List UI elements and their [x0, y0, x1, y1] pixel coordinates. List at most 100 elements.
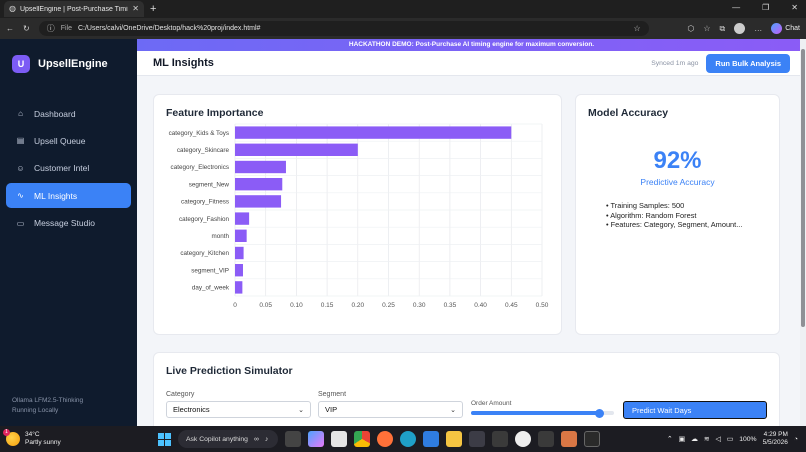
more-icon[interactable]: …: [754, 23, 763, 33]
favorites-icon[interactable]: ☆: [703, 23, 711, 33]
claude-icon[interactable]: [561, 431, 577, 447]
battery-level: 100%: [739, 435, 757, 443]
category-select[interactable]: Electronics ⌄: [166, 401, 311, 418]
edge-icon[interactable]: [400, 431, 416, 447]
chatgpt-icon[interactable]: [515, 431, 531, 447]
notepad-icon[interactable]: [331, 431, 347, 447]
star-icon[interactable]: ☆: [633, 23, 641, 33]
card-title: Model Accuracy: [588, 107, 669, 119]
address-bar: ← ↻ ⓘ File C:/Users/calvi/OneDrive/Deskt…: [0, 18, 806, 39]
collections-icon[interactable]: ⧉: [719, 23, 726, 33]
slider-thumb[interactable]: [595, 408, 605, 418]
y-category-label: month: [211, 233, 229, 240]
y-category-label: category_Electronics: [171, 164, 229, 171]
sidebar: U UpsellEngine ⌂ Dashboard ▤ Upsell Queu…: [0, 39, 137, 426]
accuracy-value: 92%: [653, 147, 702, 174]
run-bulk-analysis-button[interactable]: Run Bulk Analysis: [706, 53, 790, 73]
close-window-icon[interactable]: ✕: [791, 3, 798, 12]
taskbar-apps: Ask Copilot anything ∞ ♪: [158, 430, 600, 448]
accuracy-caption: Predictive Accuracy: [640, 177, 715, 187]
chrome-icon[interactable]: [354, 431, 370, 447]
page-title: ML Insights: [153, 57, 214, 69]
back-icon[interactable]: ←: [6, 23, 14, 33]
chat-label: Chat: [785, 25, 800, 32]
minimize-icon[interactable]: —: [732, 3, 741, 12]
notification-badge: 1: [3, 429, 10, 436]
y-category-label: category_Kids & Toys: [169, 130, 229, 137]
y-category-label: segment_VIP: [191, 267, 229, 274]
restore-icon[interactable]: ❐: [762, 3, 770, 12]
new-tab-icon[interactable]: +: [150, 3, 157, 15]
toolbar-right: ⬡ ☆ ⧉ … Chat: [687, 23, 800, 34]
copilot-search-box[interactable]: Ask Copilot anything ∞ ♪: [178, 430, 278, 448]
x-tick-label: 0: [233, 302, 237, 309]
model-details: Training Samples: 500 Algorithm: Random …: [606, 201, 756, 230]
bar: [235, 229, 247, 242]
weather-condition: Partly sunny: [25, 439, 61, 446]
bar: [235, 143, 358, 156]
windows-start-icon[interactable]: [158, 432, 171, 446]
time: 4:29 PM: [763, 431, 788, 438]
volume-icon[interactable]: ◁: [715, 436, 721, 443]
sidebar-item-label: Dashboard: [34, 108, 76, 119]
firefox-icon[interactable]: [377, 431, 393, 447]
sidebar-nav: ⌂ Dashboard ▤ Upsell Queue ☺ Customer In…: [0, 101, 137, 236]
scrollbar-thumb[interactable]: [801, 49, 805, 327]
task-view-icon[interactable]: [285, 431, 301, 447]
file-explorer-icon[interactable]: [446, 431, 462, 447]
y-category-label: category_Skincare: [177, 147, 230, 154]
app-icon[interactable]: [538, 431, 554, 447]
users-icon: ☺: [16, 163, 25, 173]
cloud-icon[interactable]: ☁: [691, 436, 698, 443]
browser-tab[interactable]: ◍ UpsellEngine | Post-Purchase Timi ✕: [4, 1, 144, 17]
card-title: Live Prediction Simulator: [166, 365, 293, 377]
sidebar-item-label: ML Insights: [34, 190, 78, 201]
url-scheme: File: [60, 25, 72, 32]
wifi-icon[interactable]: ≋: [703, 436, 710, 443]
x-tick-label: 0.10: [290, 302, 303, 309]
copilot-icon[interactable]: [308, 431, 324, 447]
copilot-chat-button[interactable]: Chat: [771, 23, 800, 34]
bar: [235, 264, 243, 277]
info-icon[interactable]: ⓘ: [46, 23, 55, 33]
sun-icon: 1: [3, 429, 20, 446]
app-icon[interactable]: [492, 431, 508, 447]
sidebar-item-label: Message Studio: [34, 218, 95, 229]
model-name: Ollama LFM2.5-Thinking: [12, 397, 84, 404]
url-field[interactable]: ⓘ File C:/Users/calvi/OneDrive/Desktop/h…: [38, 21, 649, 36]
terminal-icon[interactable]: [584, 431, 600, 447]
browser-tab-bar: ◍ UpsellEngine | Post-Purchase Timi ✕ + …: [0, 0, 806, 18]
battery-icon[interactable]: ▭: [726, 436, 734, 443]
profile-avatar[interactable]: [734, 23, 746, 34]
segment-select[interactable]: VIP ⌄: [318, 401, 463, 418]
weather-widget[interactable]: 1 34°C Partly sunny: [0, 429, 150, 447]
extensions-icon[interactable]: ⬡: [687, 23, 695, 33]
sidebar-item-upsell-queue[interactable]: ▤ Upsell Queue: [6, 128, 131, 153]
sidebar-item-label: Upsell Queue: [34, 135, 86, 146]
sidebar-item-ml-insights[interactable]: ∿ ML Insights: [6, 183, 131, 209]
notification-bell-icon[interactable]: ◔: [793, 435, 798, 443]
y-category-label: segment_New: [189, 181, 230, 188]
camera-icon[interactable]: ▣: [678, 436, 686, 443]
x-tick-label: 0.05: [259, 302, 272, 309]
clock[interactable]: 4:29 PM 5/5/2026: [763, 431, 788, 447]
reload-icon[interactable]: ↻: [23, 23, 30, 33]
chevron-up-icon[interactable]: ⌃: [666, 436, 673, 443]
outlook-icon[interactable]: [423, 431, 439, 447]
brand-name: UpsellEngine: [38, 58, 108, 70]
feature-importance-chart: 0 0.05 0.10 0.15 0.20 0.25 0.30 0.35 0.40 0.45 0.5…: [169, 123, 549, 309]
sidebar-item-dashboard[interactable]: ⌂ Dashboard: [6, 101, 131, 126]
page-scrollbar[interactable]: [800, 39, 806, 426]
x-tick-label: 0.15: [321, 302, 334, 309]
sidebar-item-customer-intel[interactable]: ☺ Customer Intel: [6, 156, 131, 181]
chevron-down-icon: ⌄: [450, 406, 456, 414]
brand[interactable]: U UpsellEngine: [0, 39, 137, 73]
sidebar-item-message-studio[interactable]: ▭ Message Studio: [6, 211, 131, 236]
store-icon[interactable]: [469, 431, 485, 447]
order-amount-slider[interactable]: [471, 408, 614, 418]
close-tab-icon[interactable]: ✕: [132, 4, 139, 13]
model-accuracy-card: Model Accuracy 92% Predictive Accuracy T…: [575, 94, 780, 335]
predict-wait-days-button[interactable]: Predict Wait Days: [623, 401, 767, 419]
temperature: 34°C: [25, 431, 40, 438]
bar: [235, 178, 283, 191]
